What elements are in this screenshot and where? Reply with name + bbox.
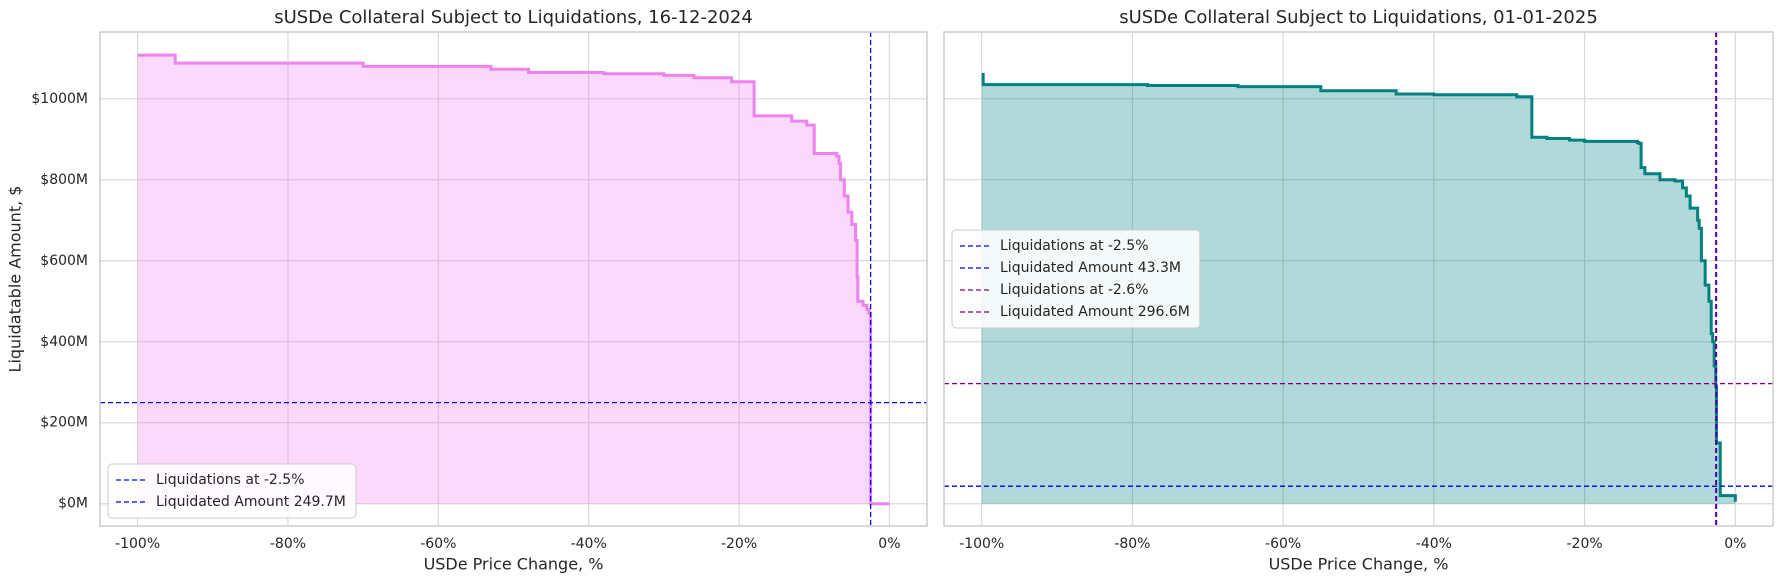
y-tick-label: $0M: [58, 496, 88, 512]
plot-frame: [943, 31, 1774, 527]
x-tick-label: -60%: [420, 536, 456, 552]
chart-title: sUSDe Collateral Subject to Liquidations…: [1119, 7, 1598, 28]
legend: Liquidations at -2.5% Liquidated Amount 4…: [951, 229, 1201, 329]
plot-frame: [99, 31, 928, 527]
step-line: [981, 73, 1737, 502]
chart-title: sUSDe Collateral Subject to Liquidations…: [274, 7, 753, 28]
x-axis-label: USDe Price Change, %: [424, 555, 604, 574]
legend-label: Liquidated Amount 296.6M: [1000, 304, 1190, 320]
y-tick-label: $600M: [40, 253, 88, 269]
x-axis-label: USDe Price Change, %: [1269, 555, 1449, 574]
y-axis-label: Liquidatable Amount, $: [6, 186, 25, 373]
legend-label: Liquidations at -2.5%: [1000, 238, 1149, 254]
legend-label: Liquidations at -2.6%: [1000, 282, 1149, 298]
x-tick-label: -80%: [1114, 536, 1150, 552]
x-tick-label: -100%: [115, 536, 160, 552]
legend-box: [951, 229, 1201, 329]
area: [981, 74, 1736, 504]
y-tick-label: $400M: [40, 334, 88, 350]
x-tick-label: -20%: [1567, 536, 1603, 552]
x-tick-label: -20%: [721, 536, 757, 552]
x-tick-label: 0%: [878, 536, 900, 552]
y-tick-label: $800M: [40, 172, 88, 188]
x-tick-label: -80%: [270, 536, 306, 552]
step-line: [137, 53, 890, 506]
legend-label: Liquidations at -2.5%: [156, 472, 305, 488]
y-tick-label: $200M: [40, 415, 88, 431]
legend-box: [107, 463, 357, 519]
x-tick-label: -60%: [1265, 536, 1301, 552]
x-tick-label: -40%: [571, 536, 607, 552]
legend: Liquidations at -2.5% Liquidated Amount 2…: [107, 463, 357, 519]
legend-label: Liquidated Amount 249.7M: [156, 494, 346, 510]
x-tick-label: 0%: [1724, 536, 1746, 552]
x-tick-label: -100%: [959, 536, 1004, 552]
x-tick-label: -40%: [1416, 536, 1452, 552]
area: [137, 55, 890, 504]
legend-label: Liquidated Amount 43.3M: [1000, 260, 1181, 276]
y-tick-label: $1000M: [31, 91, 88, 107]
